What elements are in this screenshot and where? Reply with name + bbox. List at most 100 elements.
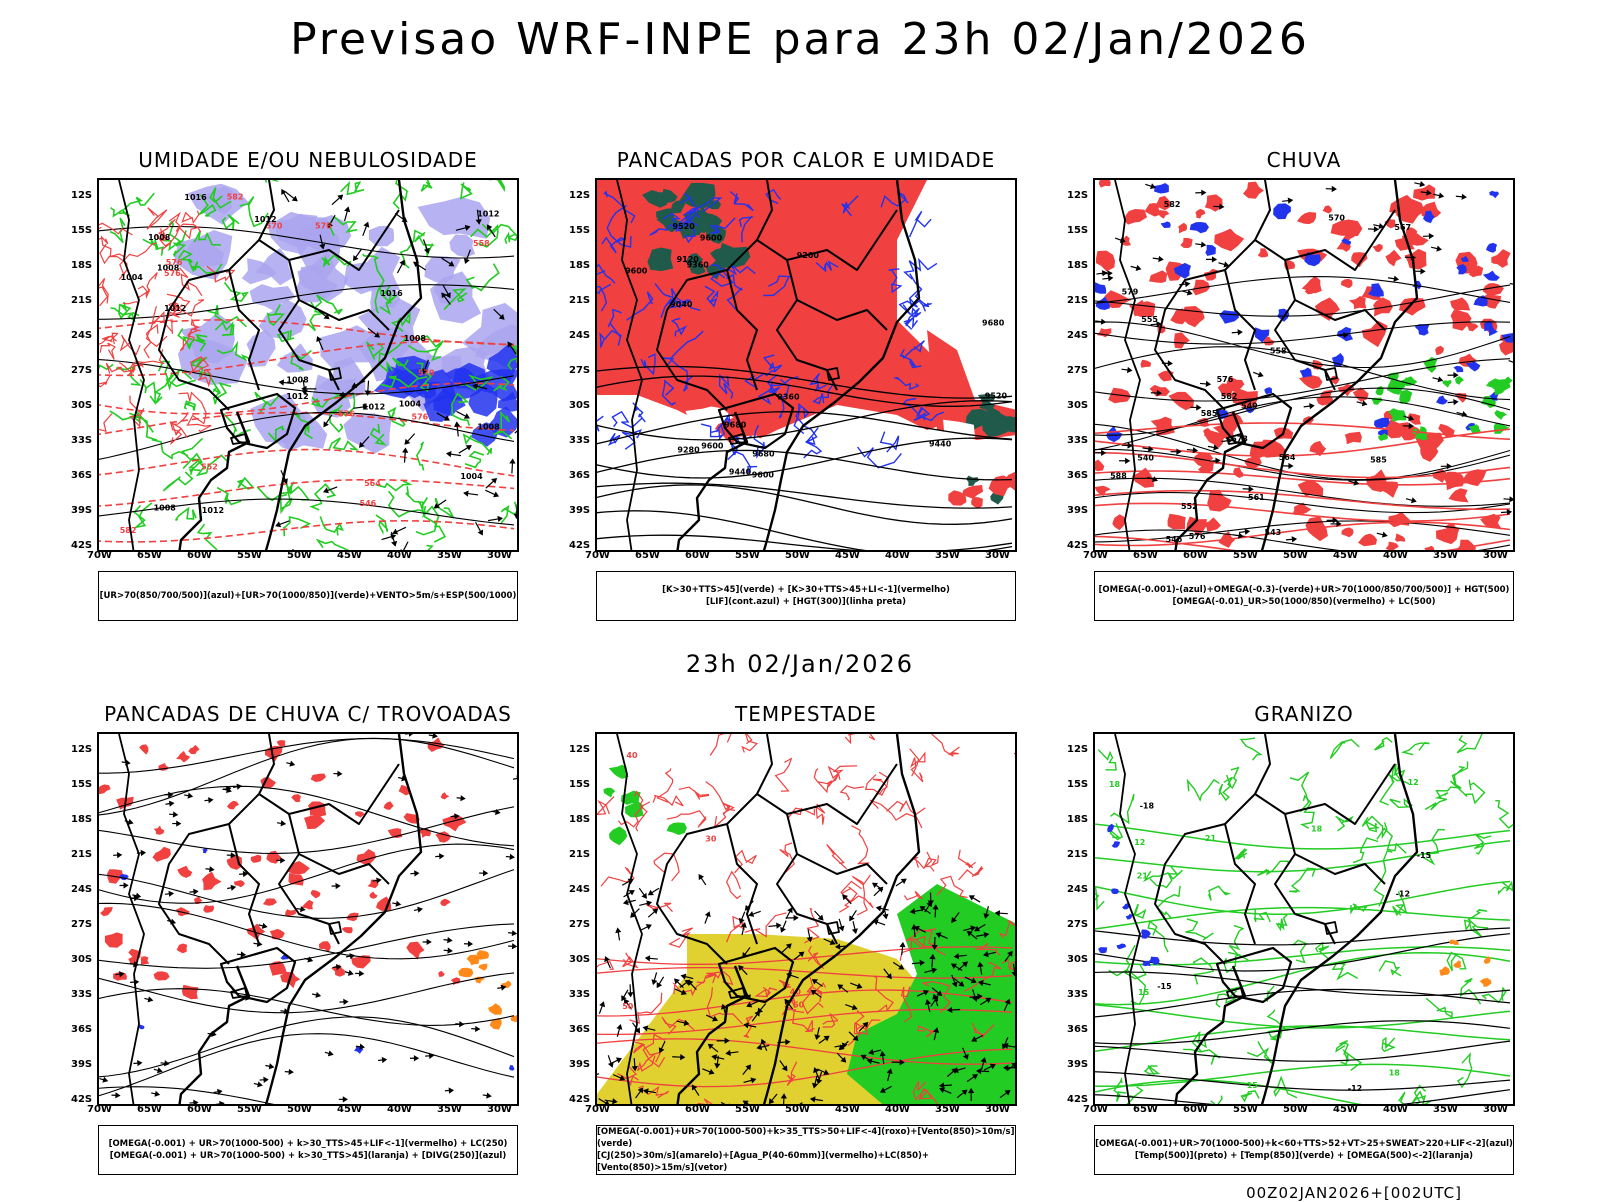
thunderstorm-area-patch [182,985,199,1000]
lon-tick-label: 40W [387,550,412,561]
wind-vector [151,1092,159,1096]
omega-500-area-patch [1439,966,1450,976]
wind-vector [518,334,519,347]
wind-vector [405,434,414,444]
thunderstorm-area-patch [263,898,277,905]
wind-vector [610,1058,621,1064]
temp-850-contours-line [1289,868,1315,892]
wind-vector [1119,459,1129,463]
lifted-index-contours-line [912,309,921,327]
panel-4-legend: [OMEGA(-0.001) + UR>70(1000-500) + k>30_… [98,1125,518,1175]
wind-vector [705,912,710,923]
wind-vector [285,1070,293,1074]
contour-label: 582 [227,192,244,201]
lat-tick-label: 21S [71,295,92,306]
lat-tick-label: 36S [71,1024,92,1035]
wind-vector [506,855,514,859]
thunderstorm-orange-area-patch [488,1003,502,1015]
wind-vector [354,249,362,260]
wind-vector [1219,263,1229,267]
contour-label: 1004 [460,472,483,481]
lat-tick-label: 12S [71,744,92,755]
lon-tick-label: 70W [87,1104,112,1115]
lat-tick-label: 39S [1067,1059,1088,1070]
contour-label: -12 [1348,1084,1362,1093]
wind-850-area-west-patch [667,823,687,836]
contour-label: 30 [705,835,717,844]
wind-vector [204,798,212,802]
precipitable-water-contours-line [851,826,869,864]
lon-tick-label: 35W [437,1104,462,1115]
main-title: Previsao WRF-INPE para 23h 02/Jan/2026 [0,14,1600,65]
lat-tick-label: 36S [71,470,92,481]
temp-850-contours-line [1382,1038,1395,1051]
lon-tick-label: 60W [1183,1104,1208,1115]
wind-vector [345,208,350,222]
panel-3-title: CHUVA [1093,148,1515,172]
wind-vector [1102,276,1112,280]
contour-label: 540 [1137,454,1154,463]
contour-label: 1016 [380,289,403,298]
temp-850-contours-line [1453,762,1468,786]
lon-tick-label: 65W [137,1104,162,1115]
lat-tick-label: 39S [71,505,92,516]
lon-tick-label: 55W [1233,550,1258,561]
temp-850-isotherms-line [1095,841,1510,872]
contour-label: 40 [626,751,638,760]
wind-850-area-west-patch [603,788,615,798]
thickness-500-1000-contours-line [99,480,514,507]
andes-border [119,734,144,1106]
streamlines-250-line [99,1017,514,1077]
wind-vector [1206,257,1216,261]
wind-vector [646,956,658,960]
wind-vector [233,785,241,789]
lat-tick-label: 12S [1067,190,1088,201]
lon-tick-label: 55W [1233,1104,1258,1115]
contour-label: 1008 [154,504,177,513]
lon-tick-label: 45W [1333,550,1358,561]
clear-area-patch [815,490,848,516]
omega-humidity-rain-area-patch [1178,223,1187,234]
strong-omega-area-patch [1494,410,1507,420]
thunderstorm-area-patch [105,932,123,947]
lifted-index-contours-line [910,211,932,237]
contour-label: 18 [1389,1068,1401,1077]
lat-tick-label: 30S [569,954,590,965]
humidity-1000-850-contours-line [122,193,154,211]
panel-5-title: TEMPESTADE [595,702,1017,726]
lon-tick-label: 70W [585,1104,610,1115]
wind-vector [120,883,128,887]
lat-tick-label: 33S [569,435,590,446]
thickness-500-1000-contours-line [99,521,514,542]
wind-vector [513,776,519,780]
wind-vector [227,853,235,857]
contour-label: 9680 [982,319,1005,328]
panel-4-map [97,732,519,1106]
wind-vector [253,942,261,946]
lon-tick-label: 65W [635,1104,660,1115]
lat-tick-label: 33S [569,989,590,1000]
temp-850-isotherms-line [1095,824,1510,849]
contour-label: 9600 [701,442,724,451]
wind-vector [339,1000,347,1004]
lat-tick-label: 12S [71,190,92,201]
wind-vector [410,1056,418,1060]
omega-500-area-patch [1453,960,1461,968]
strong-omega-area-patch [1495,380,1511,396]
lat-tick-label: 39S [1067,505,1088,516]
wind-vector [325,1052,333,1056]
contour-label: 12 [1408,778,1419,787]
lat-tick-label: 30S [1067,400,1088,411]
omega-humidity-rain-area-patch [1243,182,1264,199]
lat-tick-label: 33S [1067,435,1088,446]
humidity-1000-850-contours-line [140,379,155,403]
hail-potential-area-patch [1112,841,1121,848]
wind-vector [133,1061,141,1065]
lon-tick-label: 50W [1283,550,1308,561]
omega-humidity-rain-area-patch [1385,250,1401,267]
contour-label: -18 [1140,801,1155,810]
streamlines-250 [99,738,514,1106]
contour-label: 570 [418,369,435,378]
wind-vector [510,459,514,473]
temp-850-contours-line [1258,861,1289,875]
